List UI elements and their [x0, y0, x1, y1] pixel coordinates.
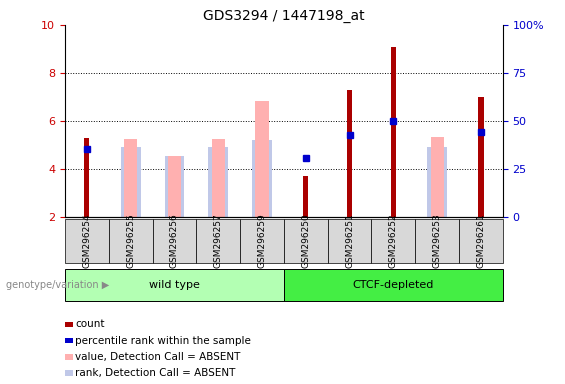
Bar [124, 139, 137, 217]
Bar [431, 137, 444, 217]
Text: GSM296253: GSM296253 [433, 214, 442, 268]
Bar [255, 101, 268, 217]
Bar [208, 147, 228, 217]
Text: GSM296257: GSM296257 [214, 214, 223, 268]
Text: CTCF-depleted: CTCF-depleted [353, 280, 434, 290]
Text: GSM296254: GSM296254 [82, 214, 92, 268]
Text: percentile rank within the sample: percentile rank within the sample [75, 336, 251, 346]
Bar [164, 156, 184, 217]
Bar [347, 90, 352, 217]
Text: value, Detection Call = ABSENT: value, Detection Call = ABSENT [75, 352, 241, 362]
Text: genotype/variation ▶: genotype/variation ▶ [6, 280, 109, 290]
Bar [303, 176, 308, 217]
Text: GSM296261: GSM296261 [476, 214, 485, 268]
Bar [427, 147, 447, 217]
Text: GSM296252: GSM296252 [389, 214, 398, 268]
Text: GSM296251: GSM296251 [345, 214, 354, 268]
Title: GDS3294 / 1447198_at: GDS3294 / 1447198_at [203, 8, 365, 23]
Text: GSM296256: GSM296256 [170, 214, 179, 268]
Text: GSM296259: GSM296259 [258, 214, 267, 268]
Text: count: count [75, 319, 105, 329]
Bar [121, 147, 141, 217]
Bar [391, 46, 396, 217]
Bar [252, 140, 272, 217]
Bar [212, 139, 225, 217]
Bar [168, 156, 181, 217]
Text: GSM296250: GSM296250 [301, 214, 310, 268]
Bar [479, 97, 484, 217]
Text: rank, Detection Call = ABSENT: rank, Detection Call = ABSENT [75, 368, 236, 378]
Text: wild type: wild type [149, 280, 200, 290]
Bar [84, 138, 89, 217]
Text: GSM296255: GSM296255 [126, 214, 135, 268]
